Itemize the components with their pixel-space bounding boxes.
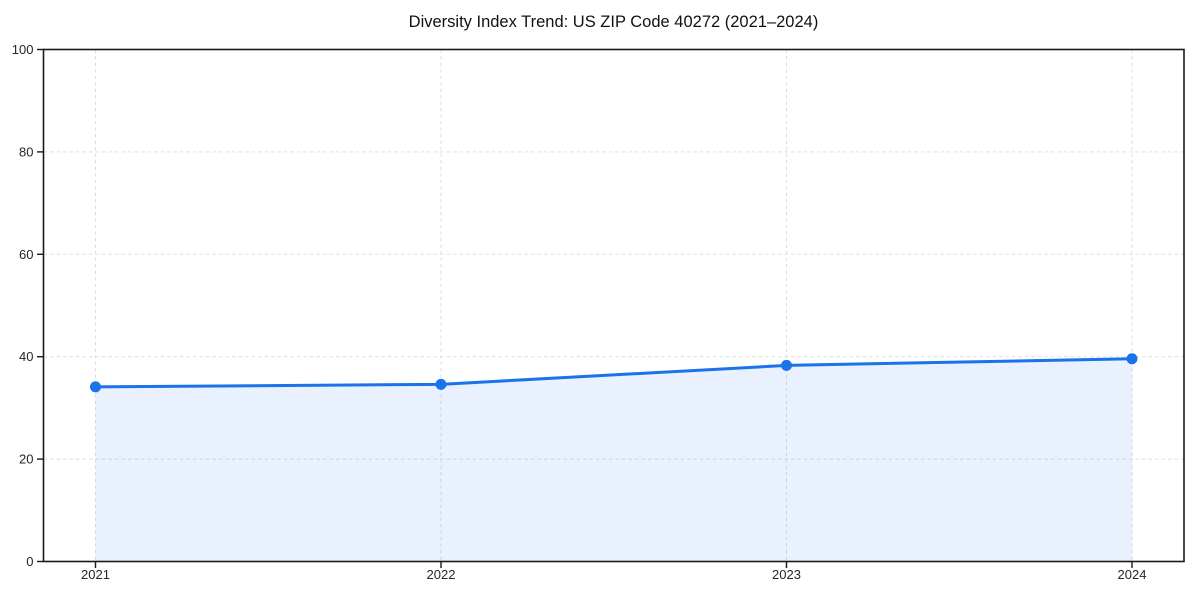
axes: 0 20 40 60 80 100 2021 2022 2023 2024 xyxy=(12,42,1147,582)
y-axis-tick-label: 100 xyxy=(12,42,34,57)
plot-border xyxy=(42,48,1185,563)
data-point-2022 xyxy=(435,378,447,390)
data-point-2021 xyxy=(90,381,101,393)
x-axis-tick-label: 2022 xyxy=(427,567,456,582)
data-point-2023 xyxy=(781,359,792,371)
y-axis-tick-label: 80 xyxy=(19,144,33,159)
trend-line xyxy=(94,357,1134,389)
area-fill xyxy=(95,358,1132,562)
y-axis-tick-label: 0 xyxy=(26,554,33,569)
y-axis-tick-label: 60 xyxy=(19,247,33,262)
x-axis-tick-label: 2023 xyxy=(772,567,801,582)
y-axis-tick-label: 20 xyxy=(19,452,33,467)
chart-title: Diversity Index Trend: US ZIP Code 40272… xyxy=(408,13,819,31)
y-axis-tick-label: 40 xyxy=(19,349,33,364)
x-axis-tick-label: 2021 xyxy=(81,567,110,582)
data-point-2024 xyxy=(1126,353,1138,365)
x-axis-tick-label: 2024 xyxy=(1118,567,1147,582)
